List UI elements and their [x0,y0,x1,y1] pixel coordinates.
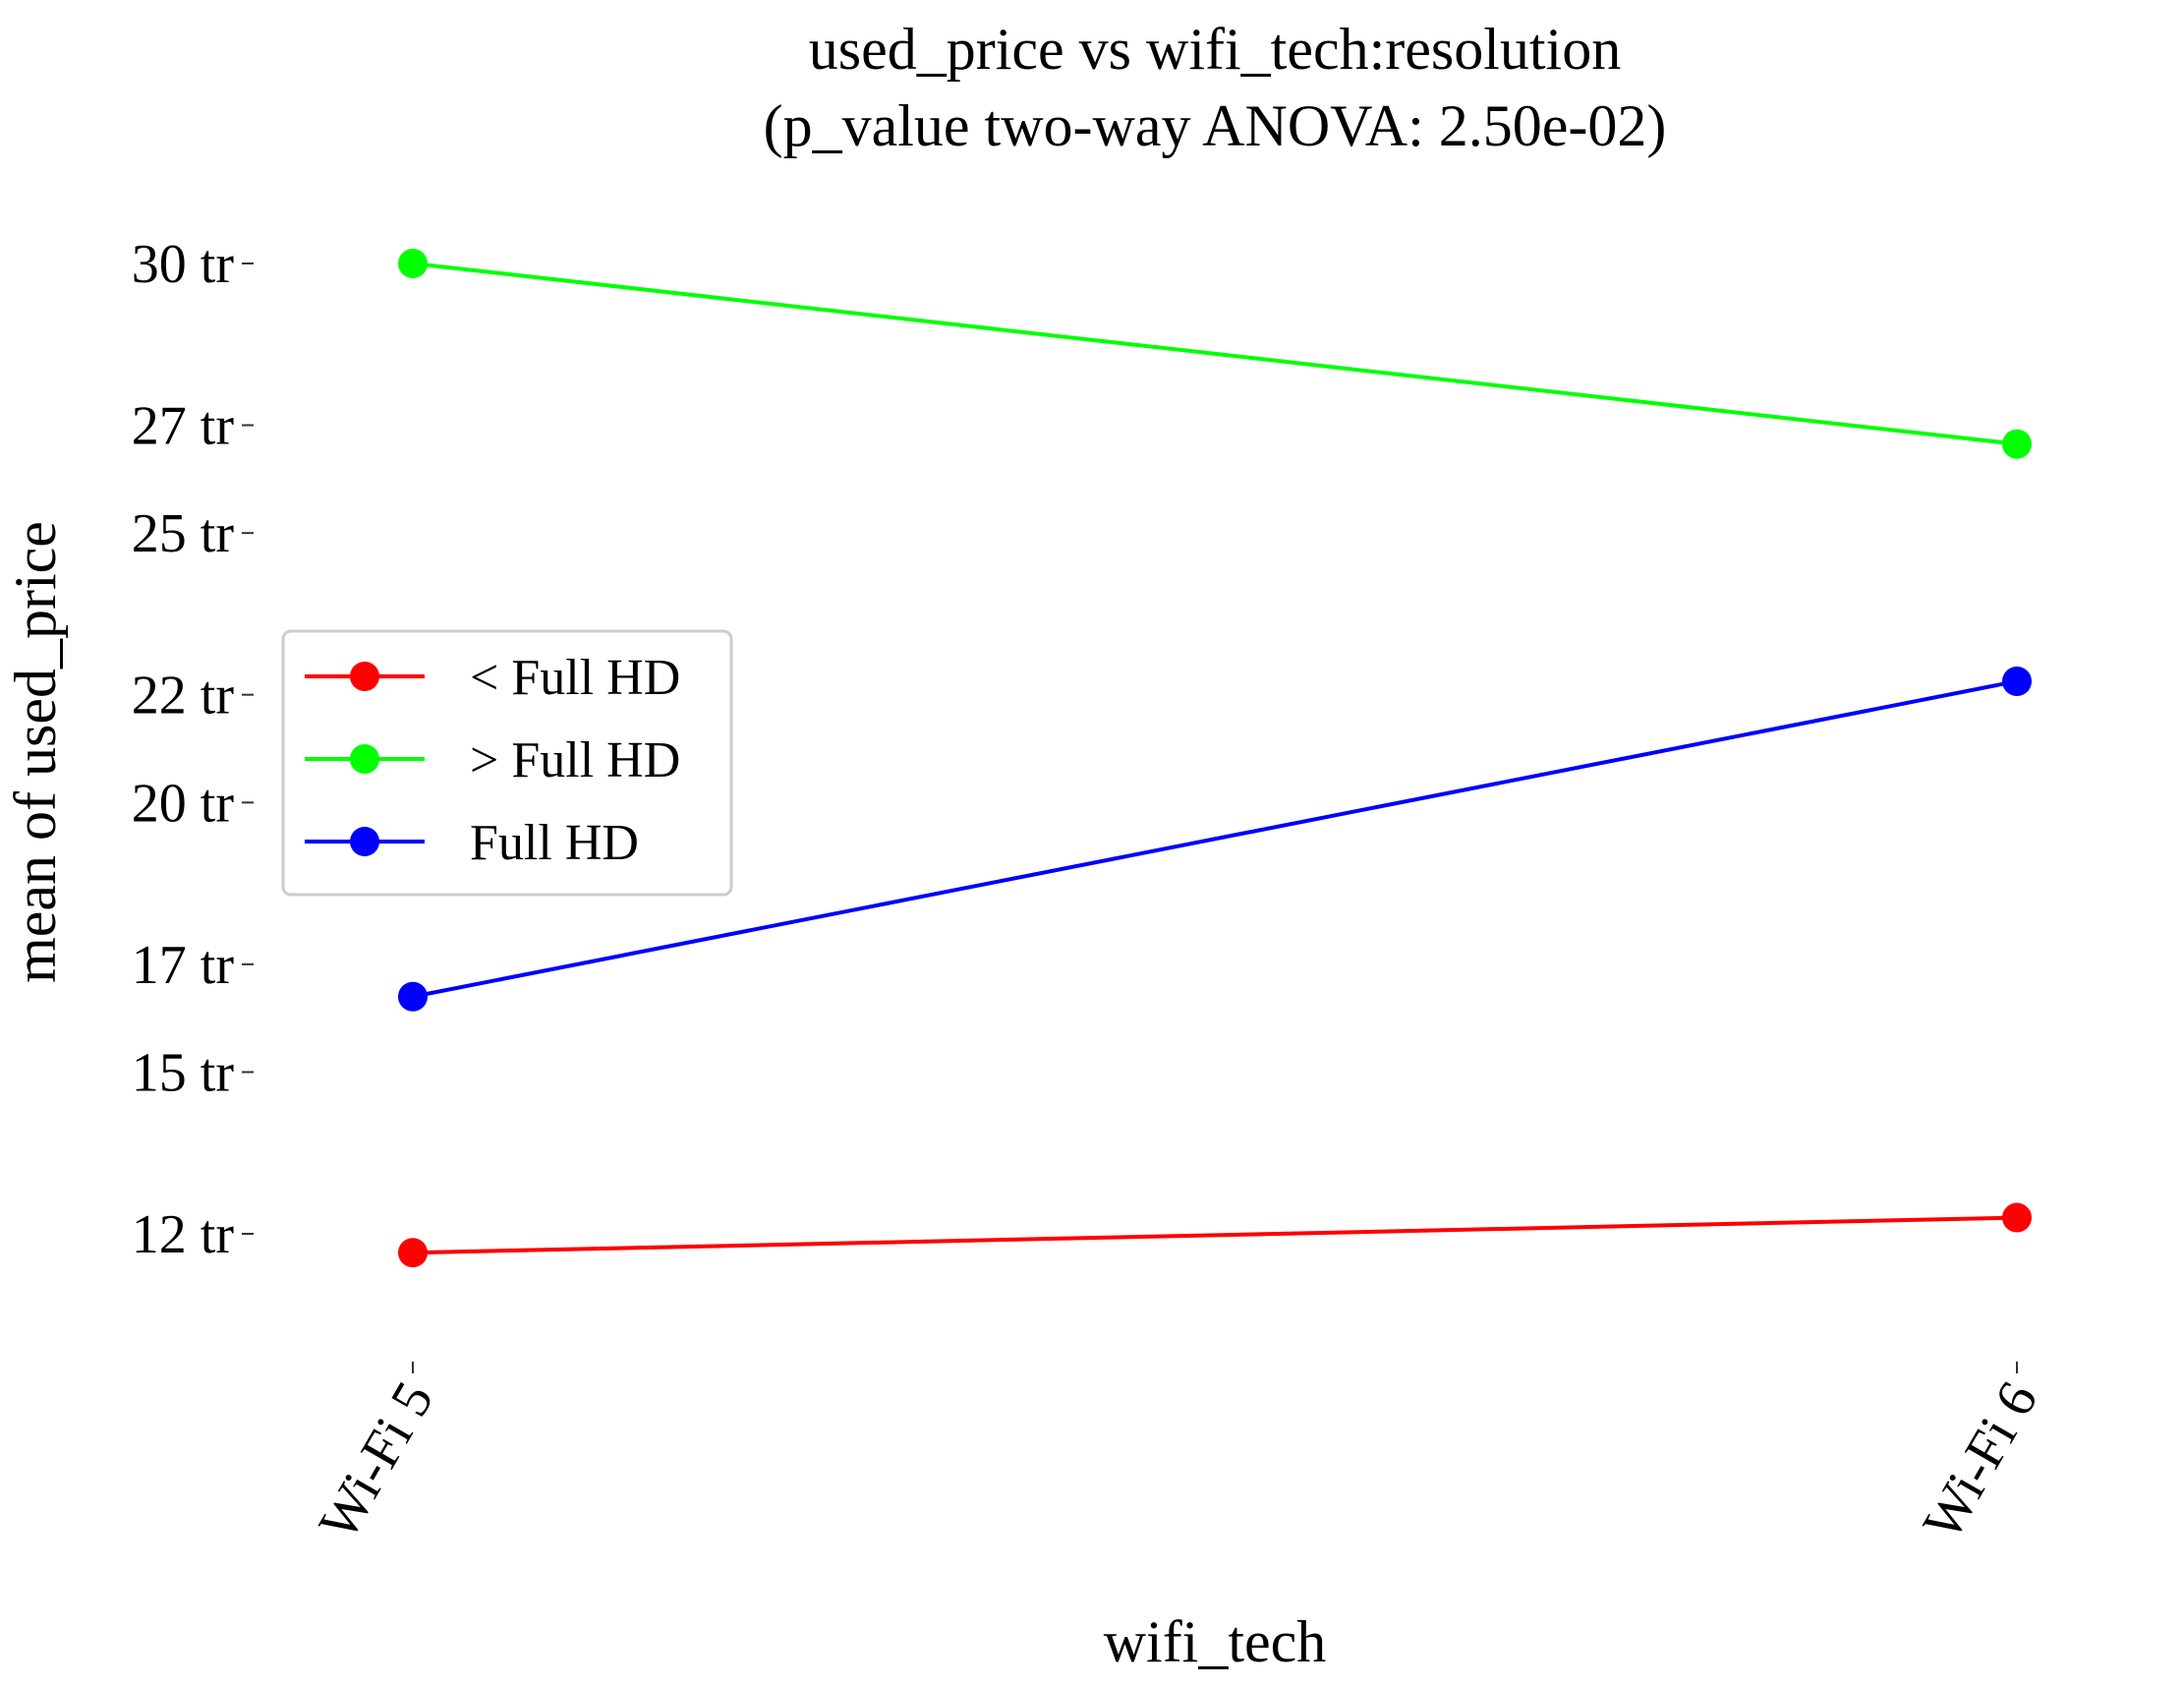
series-line [412,1215,2018,1255]
legend-label: < Full HD [470,650,680,706]
legend-frame [281,629,733,897]
y-tick-label: 17 tr [132,935,235,996]
y-tick-label: 15 tr [132,1043,235,1104]
x-tick-label: Wi-Fi 5 [308,1372,445,1550]
legend-marker [350,744,379,774]
y-axis-label: mean of used_price [3,521,68,983]
legend-marker [350,662,379,691]
legend: < Full HD > Full HD Full HD [281,629,733,897]
legend-marker [350,827,379,856]
y-tick-label: 22 tr [132,666,235,727]
y-tick-label: 30 tr [132,234,235,295]
plot-area [398,249,2032,1268]
y-tick-label: 25 tr [132,503,235,564]
y-tick-label: 20 tr [132,773,235,834]
y-tick-label: 12 tr [132,1204,235,1265]
data-point [2002,666,2032,696]
data-point [2002,1202,2032,1233]
data-point [2002,429,2032,459]
legend-label: Full HD [470,815,639,871]
x-axis: Wi-Fi 5 Wi-Fi 6 [308,1362,2049,1550]
data-point [398,1238,428,1268]
chart-title: used_price vs wifi_tech:resolution [809,17,1621,82]
data-point [398,249,428,278]
chart-subtitle: (p_value two-way ANOVA: 2.50e-02) [764,93,1667,158]
series-line [412,262,2018,446]
legend-label: > Full HD [470,732,680,788]
y-axis: 12 tr 15 tr 17 tr 20 tr 22 tr 25 tr 27 tr 30 tr [132,234,254,1265]
series-line [412,678,2018,999]
y-tick-label: 27 tr [132,396,235,457]
x-tick-label: Wi-Fi 6 [1912,1372,2049,1550]
x-axis-label: wifi_tech [1104,1609,1327,1674]
data-point [398,981,428,1012]
